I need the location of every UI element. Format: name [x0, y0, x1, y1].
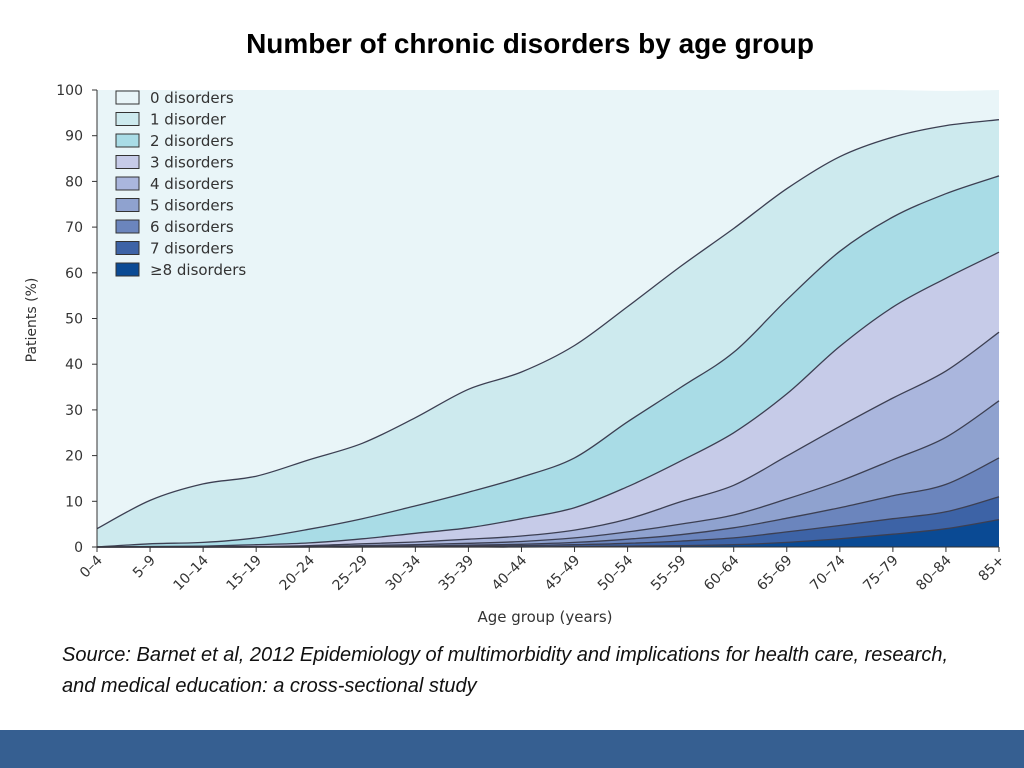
- area-7-disorders: [97, 496, 999, 548]
- boundary-line-3-disorders: [96, 251, 1000, 548]
- legend-swatch: [115, 155, 140, 169]
- legend-label: ≥8 disorders: [150, 261, 246, 279]
- x-tick-label: 65–69: [754, 553, 795, 594]
- area-4-disorders: [97, 332, 999, 548]
- legend-label: 4 disorders: [150, 175, 234, 193]
- legend-swatch: [115, 90, 140, 105]
- y-tick-label: 100: [56, 83, 83, 99]
- x-tick-label: 20–24: [277, 552, 319, 594]
- x-tick-label: 5–9: [130, 553, 159, 582]
- stacked-area-chart: 0 10 20 30 40 50 60 70 80 90 100 0–4 5–9 10–14 15–19 20…: [24, 83, 1008, 626]
- area-3-disorders: [97, 252, 999, 548]
- y-tick-label: 40: [65, 357, 83, 373]
- x-axis-label: Age group (years): [477, 608, 612, 626]
- x-tick-label: 50–54: [595, 552, 637, 594]
- y-tick-label: 80: [65, 174, 83, 190]
- boundary-line-1-disorder: [96, 119, 1000, 530]
- x-tick-label: 85+: [976, 553, 1008, 585]
- y-axis-label: Patients (%): [24, 278, 40, 363]
- y-tick-label: 10: [65, 494, 83, 510]
- legend-label: 0 disorders: [150, 89, 234, 107]
- area-2-disorders: [97, 175, 999, 547]
- legend-swatch: [115, 262, 140, 277]
- y-tick-label: 70: [65, 220, 83, 236]
- legend: 0 disorders 1 disorder 2 disorders 3 disord…: [115, 89, 246, 279]
- legend-swatch: [115, 133, 140, 148]
- slide-title: Number of chronic disorders by age group: [246, 28, 814, 59]
- x-tick-label: 80–84: [913, 552, 955, 594]
- x-tick-label: 45–49: [542, 553, 583, 594]
- y-tick-label: 50: [65, 312, 83, 328]
- area-ge8-disorders: [97, 519, 999, 548]
- y-tick-label: 30: [65, 403, 83, 419]
- y-tick-label: 60: [65, 266, 83, 282]
- x-tick-label: 40–44: [489, 552, 531, 594]
- area-0-disorders: [97, 89, 999, 529]
- x-tick-label: 25–29: [330, 553, 371, 594]
- legend-swatch: [115, 241, 140, 255]
- legend-label: 5 disorders: [150, 197, 234, 215]
- legend-swatch: [115, 176, 140, 191]
- x-tick-label: 10–14: [170, 552, 212, 594]
- x-tick-label: 70–74: [807, 552, 849, 594]
- area-5-disorders: [97, 400, 999, 548]
- y-tick-label: 0: [74, 540, 83, 556]
- x-tick-label: 55–59: [648, 553, 689, 594]
- boundary-line-2-disorders: [96, 175, 1000, 548]
- legend-label: 2 disorders: [150, 132, 234, 150]
- x-tick-label: 60–64: [701, 552, 743, 594]
- x-tick-label: 35–39: [436, 553, 477, 594]
- footer-bar: [0, 730, 1024, 768]
- area-6-disorders: [97, 457, 999, 548]
- x-tick-label: 30–34: [383, 552, 425, 594]
- source-citation: Source: Barnet et al, 2012 Epidemiology …: [62, 644, 949, 697]
- legend-label: 3 disorders: [150, 154, 234, 172]
- legend-label: 1 disorder: [150, 111, 227, 129]
- y-tick-label: 90: [65, 129, 83, 145]
- legend-label: 7 disorders: [150, 240, 234, 258]
- legend-swatch: [115, 112, 140, 126]
- legend-label: 6 disorders: [150, 218, 234, 236]
- legend-swatch: [115, 198, 140, 212]
- x-tick-label: 75–79: [860, 553, 901, 594]
- y-tick-label: 20: [65, 449, 83, 465]
- area-1-disorder: [97, 119, 999, 547]
- x-tick-label: 15–19: [224, 553, 265, 594]
- legend-swatch: [115, 219, 140, 234]
- plot-area: [96, 89, 1000, 548]
- x-tick-label: 0–4: [77, 552, 106, 581]
